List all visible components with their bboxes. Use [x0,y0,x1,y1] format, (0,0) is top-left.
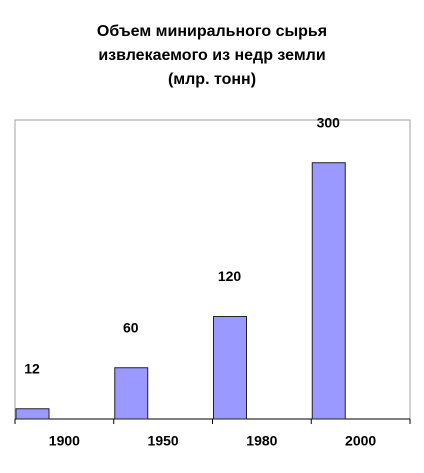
x-tick-label: 1980 [246,433,277,449]
value-label: 60 [123,319,139,335]
bar [114,367,149,420]
bar [311,162,346,420]
bar [15,408,50,420]
value-label: 12 [24,360,40,376]
bar [213,315,247,420]
chart-title: Объем минирального сырья [97,23,327,40]
x-tick-label: 1900 [49,433,80,449]
chart-title: извлекаемого из недр земли [98,47,325,64]
x-tick-label: 1950 [148,433,179,449]
plot-frame [14,119,411,420]
x-tick-label: 2000 [345,433,376,449]
value-label: 120 [218,268,242,284]
value-label: 300 [317,114,341,130]
chart-title: (млр. тонн) [168,71,256,88]
